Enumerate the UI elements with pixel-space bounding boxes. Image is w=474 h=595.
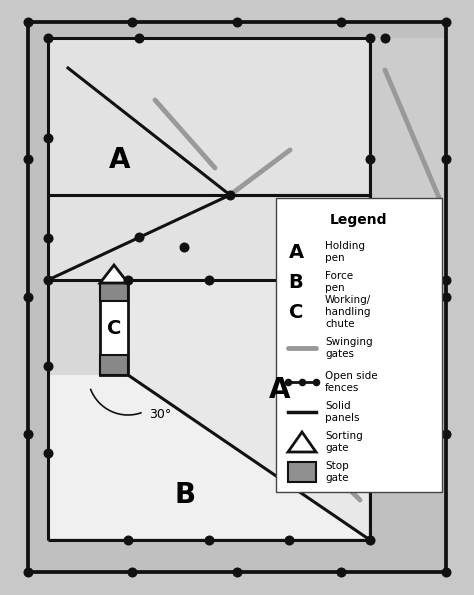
Point	[124, 275, 132, 285]
Text: A: A	[289, 243, 303, 261]
Point	[312, 377, 320, 387]
Point	[124, 536, 132, 545]
Point	[24, 292, 32, 302]
Text: Legend: Legend	[330, 213, 388, 227]
Point	[128, 17, 136, 27]
Polygon shape	[50, 40, 368, 280]
Point	[44, 33, 52, 43]
Point	[44, 275, 52, 285]
Point	[366, 448, 374, 458]
Point	[442, 567, 450, 577]
Polygon shape	[48, 38, 370, 540]
Point	[442, 292, 450, 302]
Text: B: B	[174, 481, 196, 509]
Point	[180, 242, 188, 252]
Point	[442, 275, 450, 285]
Text: Open side
fences: Open side fences	[325, 371, 378, 393]
Point	[233, 567, 241, 577]
Text: Force
pen: Force pen	[325, 271, 353, 293]
Point	[442, 429, 450, 439]
Point	[24, 17, 32, 27]
Point	[366, 536, 374, 545]
Point	[135, 232, 143, 242]
Polygon shape	[128, 280, 368, 538]
Point	[44, 233, 52, 243]
Point	[233, 17, 241, 27]
Point	[366, 33, 374, 43]
Text: Solid
panels: Solid panels	[325, 401, 359, 423]
Point	[24, 154, 32, 164]
Text: C: C	[289, 302, 303, 321]
Point	[337, 17, 345, 27]
Text: Sorting
gate: Sorting gate	[325, 431, 363, 453]
Polygon shape	[100, 265, 128, 283]
Point	[442, 154, 450, 164]
Point	[381, 33, 389, 43]
Point	[24, 429, 32, 439]
Polygon shape	[50, 375, 368, 538]
Point	[298, 377, 306, 387]
Text: Swinging
gates: Swinging gates	[325, 337, 373, 359]
FancyBboxPatch shape	[276, 198, 442, 492]
Text: Working/
handling
chute: Working/ handling chute	[325, 295, 371, 330]
Polygon shape	[288, 432, 316, 452]
Polygon shape	[50, 280, 368, 538]
Text: C: C	[107, 320, 121, 339]
Point	[337, 567, 345, 577]
Point	[366, 361, 374, 371]
Point	[44, 448, 52, 458]
Bar	[100, 283, 128, 375]
Bar	[28, 22, 446, 572]
Text: B: B	[289, 273, 303, 292]
Text: Stop
gate: Stop gate	[325, 461, 349, 483]
Point	[442, 17, 450, 27]
Point	[404, 275, 412, 285]
Point	[24, 567, 32, 577]
Point	[128, 567, 136, 577]
Bar	[100, 355, 128, 375]
Point	[226, 190, 234, 200]
Bar	[288, 462, 316, 482]
Point	[366, 275, 374, 285]
Polygon shape	[370, 38, 446, 285]
Point	[285, 536, 293, 545]
Point	[205, 275, 213, 285]
Text: Holding
pen: Holding pen	[325, 241, 365, 263]
Text: A: A	[109, 146, 131, 174]
Point	[366, 154, 374, 164]
Point	[135, 33, 143, 43]
Bar	[370, 38, 446, 285]
Point	[284, 377, 292, 387]
Bar	[100, 283, 128, 301]
Point	[205, 536, 213, 545]
Text: A: A	[269, 376, 291, 404]
Point	[44, 133, 52, 143]
Text: 30°: 30°	[149, 409, 171, 421]
Point	[44, 361, 52, 371]
